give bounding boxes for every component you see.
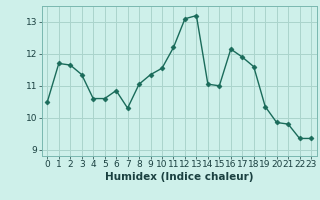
X-axis label: Humidex (Indice chaleur): Humidex (Indice chaleur) xyxy=(105,172,253,182)
